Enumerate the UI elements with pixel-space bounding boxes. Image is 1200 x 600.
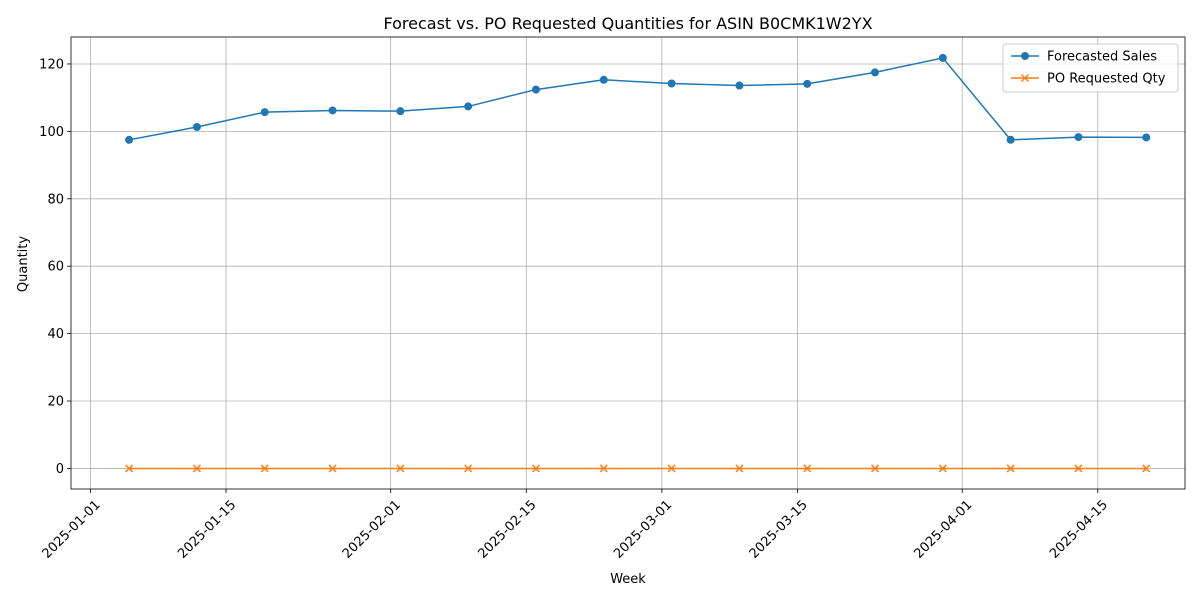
y-tick-label: 60: [47, 260, 64, 275]
data-point: [599, 75, 608, 84]
data-point: [871, 68, 880, 77]
legend-label: PO Requested Qty: [1047, 72, 1166, 87]
series-layer: [125, 53, 1151, 473]
data-point: [938, 53, 947, 62]
legend-box: [1002, 43, 1179, 93]
data-point: [125, 464, 134, 473]
series-forecasted-sales: [125, 53, 1151, 144]
series-po-requested-qty: [125, 464, 1151, 473]
y-axis-label: Quantity: [16, 236, 31, 292]
data-point: [1074, 464, 1083, 473]
data-point: [870, 464, 880, 473]
data-point: [667, 79, 676, 88]
data-point: [1074, 133, 1083, 142]
legend-item: PO Requested Qty: [1011, 72, 1166, 87]
x-tick-label: 2025-04-01: [911, 498, 975, 562]
y-tick-label: 120: [39, 57, 64, 72]
legend-marker: [1020, 73, 1030, 83]
x-tick-label: 2025-02-15: [476, 498, 540, 562]
y-tick-label: 100: [39, 125, 64, 140]
y-tick-label: 40: [47, 327, 64, 342]
data-point: [192, 464, 201, 473]
data-point: [531, 85, 540, 94]
series-line: [128, 57, 1147, 141]
data-point: [1006, 135, 1015, 144]
x-tick-label: 2025-04-15: [1047, 498, 1111, 562]
data-point: [1006, 464, 1015, 473]
data-point: [803, 79, 812, 88]
data-point: [735, 81, 744, 90]
x-axis-label: Week: [610, 572, 646, 587]
data-point: [938, 464, 947, 473]
data-point: [328, 464, 337, 473]
y-tick-label: 0: [56, 462, 64, 477]
legend-label: Forecasted Sales: [1047, 50, 1157, 65]
data-point: [1142, 464, 1151, 473]
data-point: [396, 107, 405, 116]
data-point: [464, 102, 473, 111]
chart-title: Forecast vs. PO Requested Quantities for…: [383, 14, 872, 33]
data-point: [260, 464, 269, 473]
data-point: [396, 464, 405, 473]
data-point: [667, 464, 676, 473]
legend: Forecasted Sales PO Requested Qty: [1002, 43, 1179, 93]
grid: [71, 37, 1185, 489]
data-point: [125, 135, 134, 144]
data-point: [192, 122, 201, 131]
data-point: [803, 464, 812, 473]
data-point: [735, 464, 744, 473]
data-point: [328, 106, 337, 115]
axes: 2025-01-01 2025-01-15 2025-02-01 2025-02-15…: [39, 36, 1186, 562]
data-point: [531, 464, 541, 473]
legend-item: Forecasted Sales: [1011, 50, 1157, 65]
x-tick-label: 2025-01-15: [175, 498, 239, 562]
legend-marker: [1021, 52, 1029, 60]
x-tick-label: 2025-03-15: [747, 498, 811, 562]
x-tick-label: 2025-01-01: [40, 498, 104, 562]
plot-frame: [70, 36, 1186, 490]
x-tick-label: 2025-03-01: [611, 498, 675, 562]
data-point: [464, 464, 473, 473]
data-point: [599, 464, 608, 473]
x-tick-label: 2025-02-01: [340, 498, 404, 562]
y-tick-label: 20: [47, 395, 64, 410]
data-point: [1142, 133, 1151, 142]
data-point: [260, 108, 269, 117]
y-tick-label: 80: [47, 192, 64, 207]
